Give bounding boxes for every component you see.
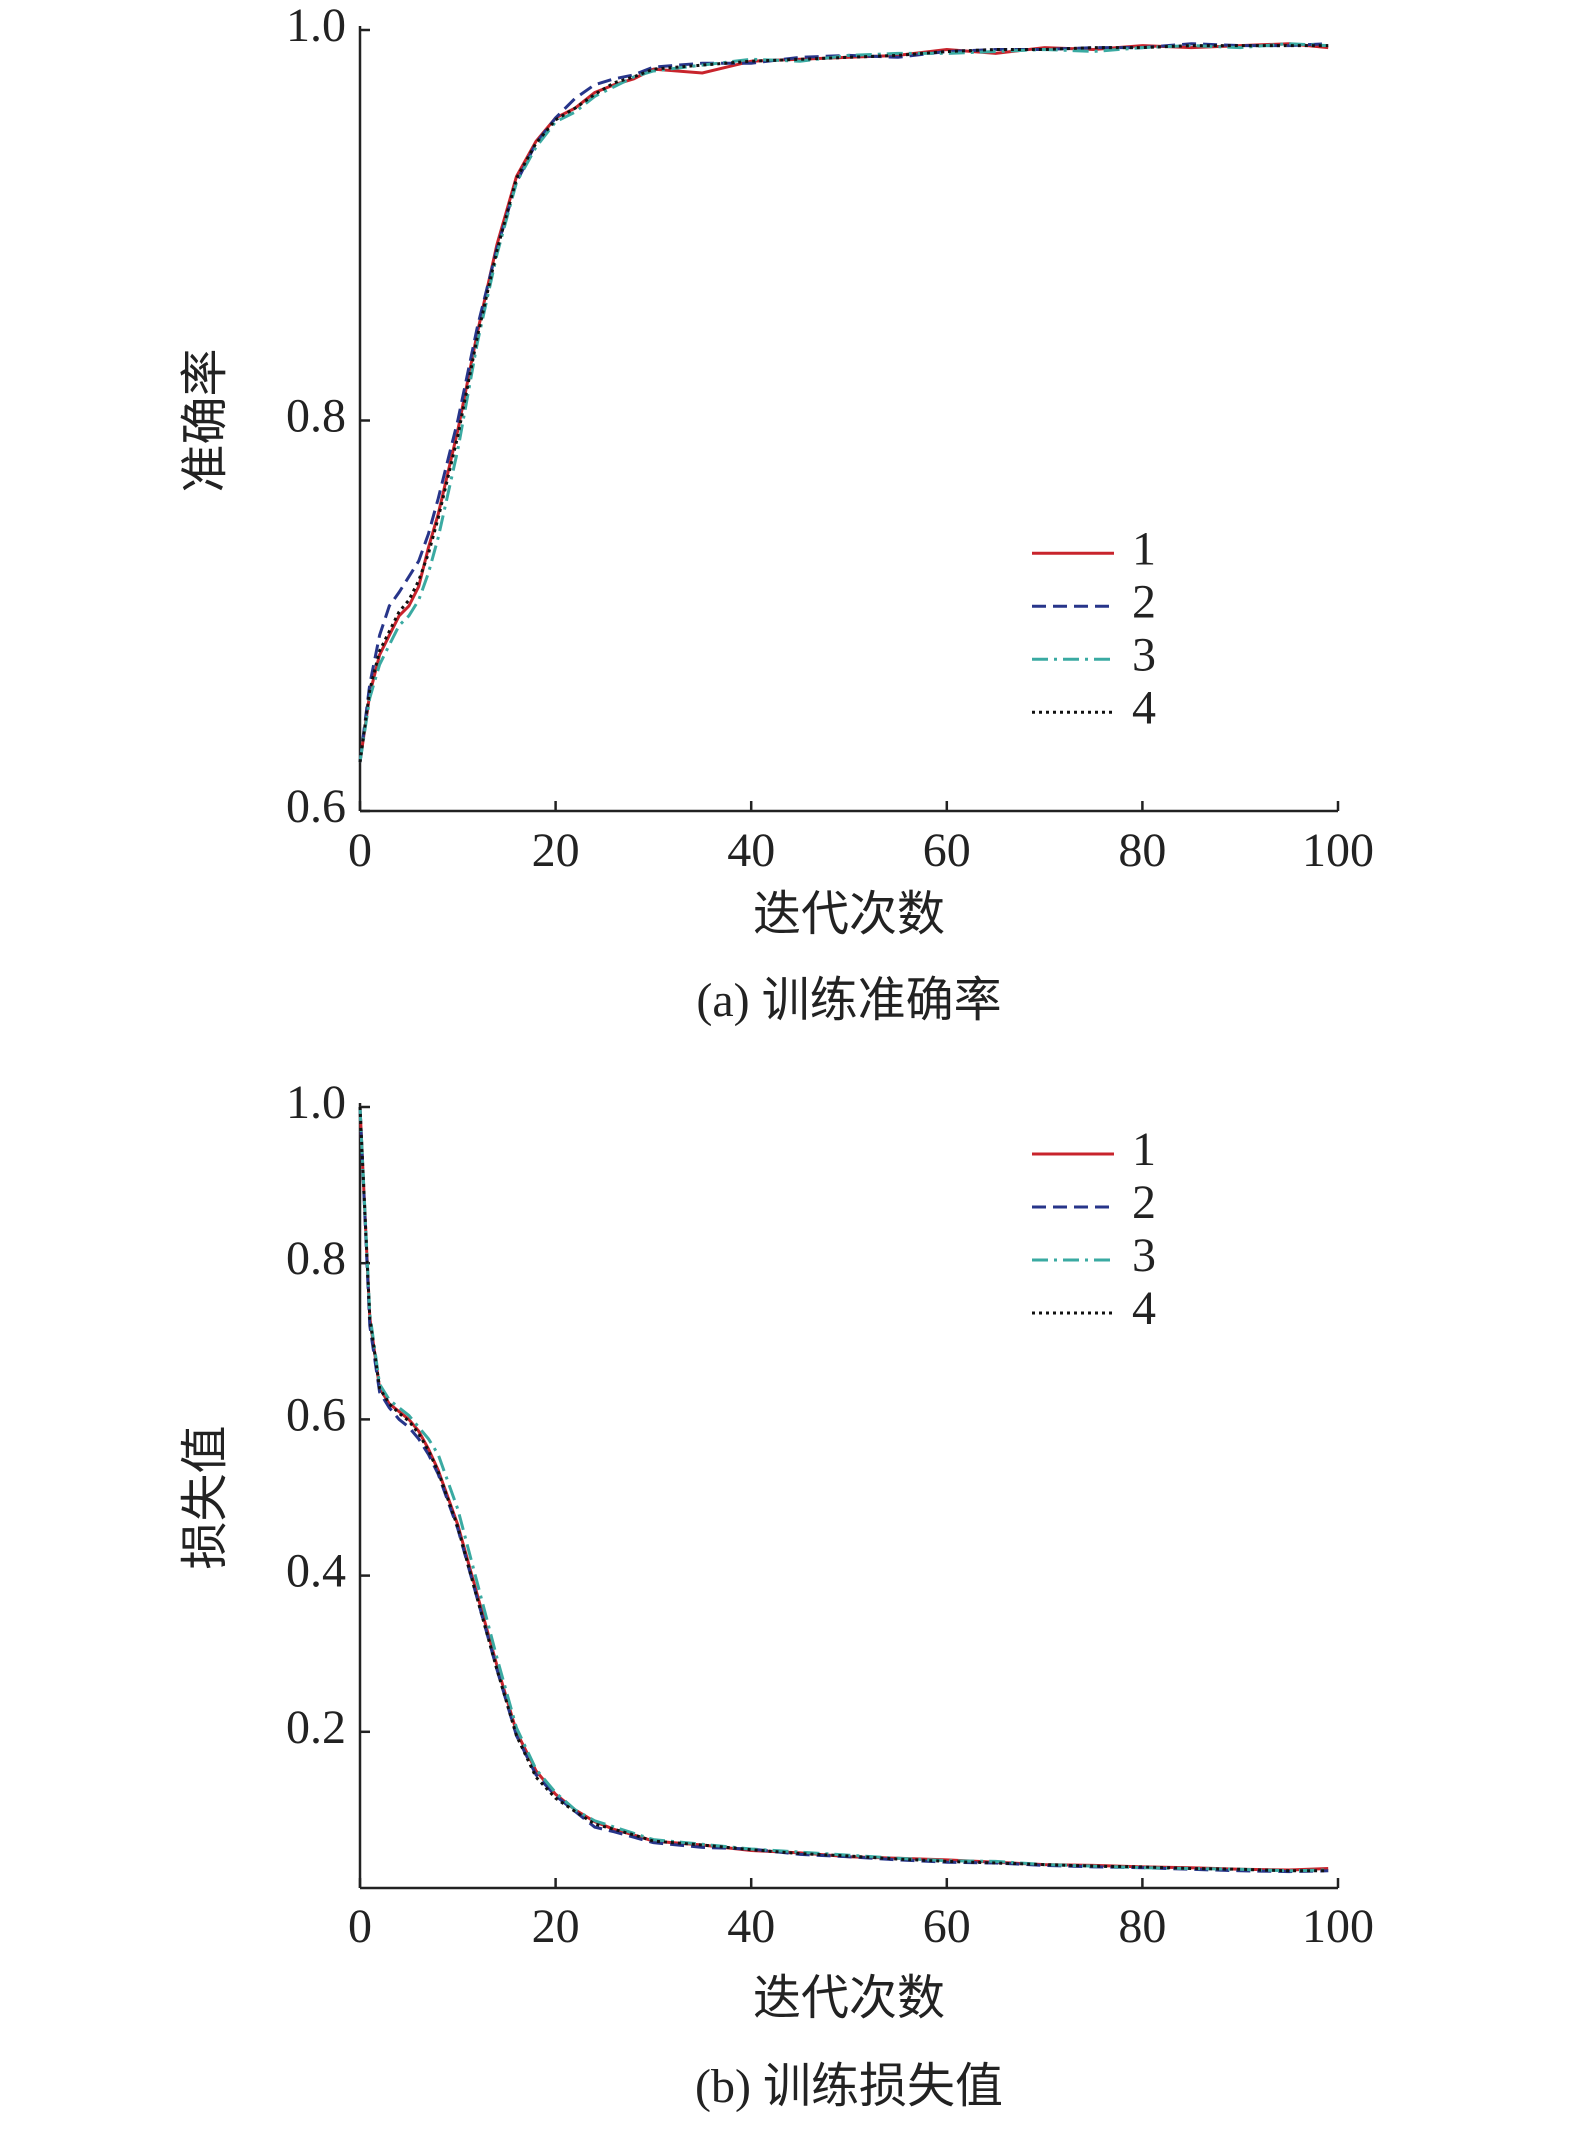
y-tick-label: 0.6 [286,1388,346,1441]
y-tick-label: 1.0 [286,1076,346,1129]
y-axis-label: 准确率 [179,348,232,492]
legend-label: 3 [1132,1229,1156,1282]
y-tick-label: 0.4 [286,1545,346,1598]
legend-label: 4 [1132,1282,1156,1335]
series-line [358,1106,1329,1873]
y-axis-label: 损失值 [179,1425,232,1569]
series-line [358,42,1329,763]
series-line [358,42,1329,763]
legend-label: 3 [1132,628,1156,681]
series-line [358,1106,1329,1872]
y-tick-label: 0.2 [286,1701,346,1754]
x-tick-label: 100 [1302,1900,1374,1953]
legend-label: 2 [1132,1176,1156,1229]
x-tick-label: 0 [348,1900,372,1953]
x-tick-label: 40 [727,824,775,877]
x-tick-label: 40 [727,1900,775,1953]
chart-caption: (b) 训练损失值 [695,2060,1003,2113]
y-tick-label: 0.8 [286,390,346,443]
x-tick-label: 20 [532,824,580,877]
x-axis-label: 迭代次数 [753,1972,945,2025]
legend-label: 1 [1132,522,1156,575]
y-tick-label: 0.6 [286,780,346,833]
chart-caption: (a) 训练准确率 [696,974,1001,1027]
legend-label: 4 [1132,681,1156,734]
x-tick-label: 60 [923,824,971,877]
x-tick-label: 20 [532,1900,580,1953]
x-tick-label: 60 [923,1900,971,1953]
x-tick-label: 80 [1118,1900,1166,1953]
y-tick-label: 1.0 [286,0,346,52]
legend-label: 1 [1132,1123,1156,1176]
x-tick-label: 80 [1118,824,1166,877]
x-tick-label: 0 [348,824,372,877]
series-line [358,1106,1329,1874]
series-line [358,44,1329,763]
series-line [358,42,1329,763]
y-tick-label: 0.8 [286,1232,346,1285]
x-tick-label: 100 [1302,824,1374,877]
legend-label: 2 [1132,575,1156,628]
series-line [358,1106,1329,1873]
x-axis-label: 迭代次数 [753,888,945,941]
